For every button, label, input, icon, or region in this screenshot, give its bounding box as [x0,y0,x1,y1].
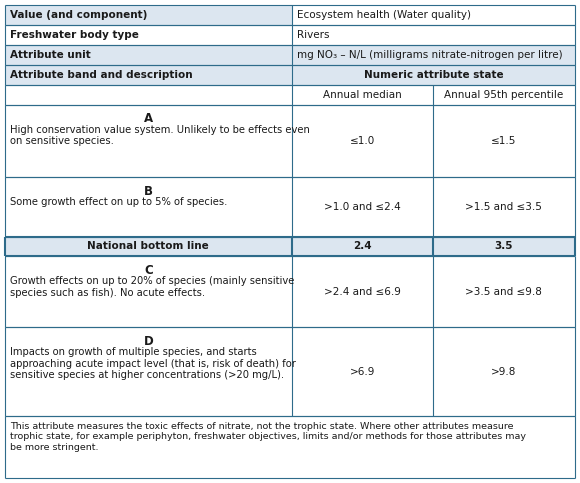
Bar [292,65,575,85]
Text: ≤1.0: ≤1.0 [350,136,375,146]
Text: mg NO₃ – N/L (milligrams nitrate-nitrogen per litre): mg NO₃ – N/L (milligrams nitrate-nitroge… [297,50,563,60]
Text: ≤1.5: ≤1.5 [491,136,516,146]
Text: Value (and component): Value (and component) [10,10,147,20]
Text: Some growth effect on up to 5% of species.: Some growth effect on up to 5% of specie… [10,198,227,208]
Text: >6.9: >6.9 [349,367,375,377]
Bar [292,256,433,327]
Text: D: D [143,335,153,348]
Text: High conservation value system. Unlikely to be effects even
on sensitive species: High conservation value system. Unlikely… [10,125,310,146]
Text: A: A [144,112,153,125]
Bar [433,105,575,177]
Text: Annual median: Annual median [322,90,401,100]
Text: Numeric attribute state: Numeric attribute state [364,70,503,80]
Bar [292,327,433,416]
Bar [5,5,292,25]
Bar [292,25,575,45]
Bar [5,416,575,478]
Bar [292,45,575,65]
Text: >2.4 and ≤6.9: >2.4 and ≤6.9 [324,287,401,297]
Bar [5,85,292,105]
Text: National bottom line: National bottom line [88,242,209,252]
Bar [433,256,575,327]
Bar [433,327,575,416]
Text: Attribute band and description: Attribute band and description [10,70,193,80]
Text: Growth effects on up to 20% of species (mainly sensitive
species such as fish). : Growth effects on up to 20% of species (… [10,276,295,298]
Bar [292,105,433,177]
Bar [5,177,292,237]
Text: 2.4: 2.4 [353,242,371,252]
Bar [292,237,433,256]
Text: Rivers: Rivers [297,30,329,40]
Text: 3.5: 3.5 [495,242,513,252]
Bar [433,85,575,105]
Bar [5,237,292,256]
Text: Attribute unit: Attribute unit [10,50,90,60]
Bar [5,327,292,416]
Bar [5,105,292,177]
Bar [5,25,292,45]
Bar [292,177,433,237]
Text: Freshwater body type: Freshwater body type [10,30,139,40]
Text: B: B [144,185,153,198]
Bar [433,237,575,256]
Bar [292,5,575,25]
Bar [5,65,292,85]
Bar [292,85,433,105]
Bar [5,256,292,327]
Bar [5,45,292,65]
Text: Annual 95th percentile: Annual 95th percentile [444,90,563,100]
Text: Ecosystem health (Water quality): Ecosystem health (Water quality) [297,10,471,20]
Text: >1.0 and ≤2.4: >1.0 and ≤2.4 [324,202,400,212]
Text: >3.5 and ≤9.8: >3.5 and ≤9.8 [465,287,542,297]
Text: Impacts on growth of multiple species, and starts
approaching acute impact level: Impacts on growth of multiple species, a… [10,347,296,381]
Text: >9.8: >9.8 [491,367,516,377]
Text: This attribute measures the toxic effects of nitrate, not the trophic state. Whe: This attribute measures the toxic effect… [10,422,526,452]
Text: >1.5 and ≤3.5: >1.5 and ≤3.5 [465,202,542,212]
Text: C: C [144,264,153,277]
Bar [433,177,575,237]
